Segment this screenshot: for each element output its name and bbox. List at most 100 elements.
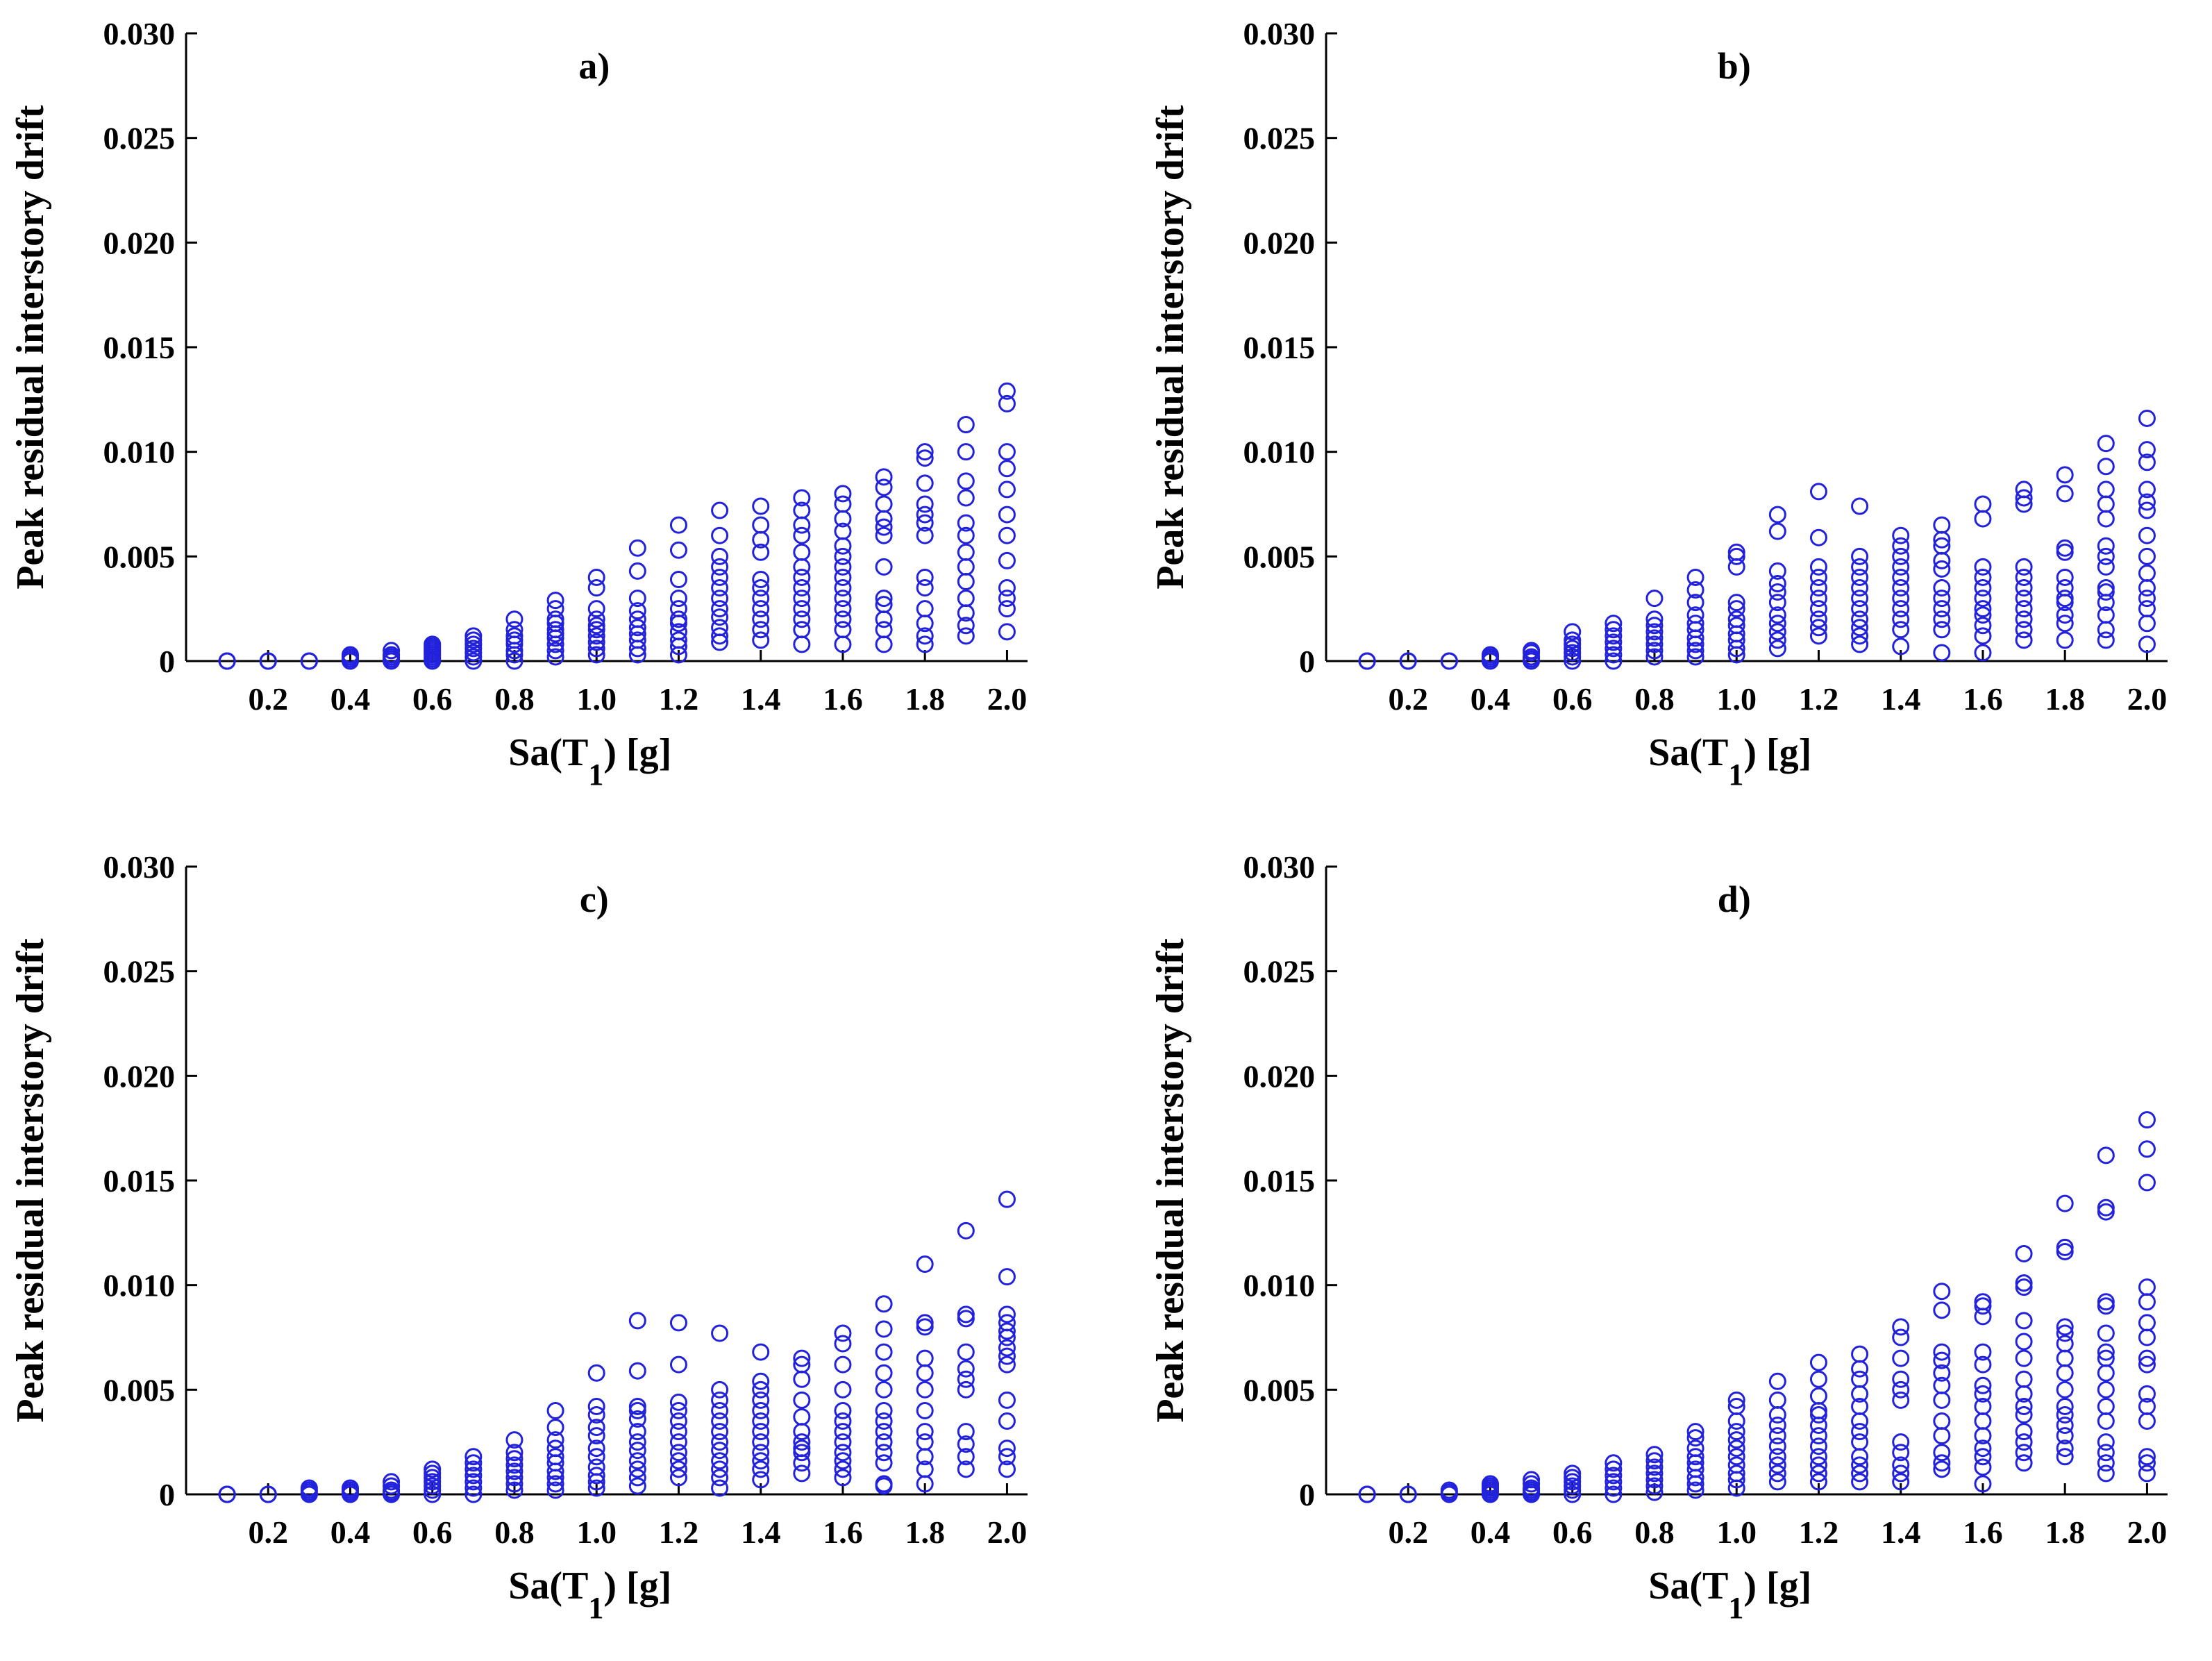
- x-tick-label: 0.6: [1552, 681, 1593, 717]
- data-point: [998, 382, 1016, 400]
- data-point: [1564, 1473, 1582, 1491]
- data-point: [1523, 1475, 1541, 1493]
- data-point: [2056, 568, 2074, 586]
- data-point: [669, 631, 687, 649]
- data-point: [1768, 583, 1786, 601]
- data-point: [1645, 648, 1664, 666]
- data-point: [2056, 615, 2074, 633]
- data-point: [2056, 631, 2074, 649]
- data-point: [2056, 1242, 2074, 1260]
- data-point: [1809, 1427, 1827, 1445]
- data-point: [2138, 501, 2156, 519]
- x-axis-label: Sa(T1) [g]: [508, 1564, 671, 1625]
- data-point: [546, 642, 564, 660]
- data-point: [2138, 1412, 2156, 1430]
- data-point: [1892, 1328, 1910, 1346]
- data-point: [2097, 1146, 2115, 1165]
- x-tick-label: 1.6: [823, 1514, 863, 1550]
- y-tick-label: 0.025: [103, 121, 176, 156]
- data-point: [1768, 615, 1786, 633]
- data-point: [1892, 1318, 1910, 1336]
- data-point: [711, 1423, 729, 1441]
- data-point: [669, 1314, 687, 1332]
- data-point: [1851, 590, 1869, 608]
- y-tick-label: 0.025: [1243, 954, 1316, 990]
- data-point: [587, 633, 605, 651]
- data-point: [587, 1439, 605, 1458]
- y-axis-label: Peak residual interstory drift: [1149, 105, 1192, 590]
- data-point: [546, 1419, 564, 1437]
- data-point: [383, 646, 401, 664]
- data-point: [2097, 579, 2115, 597]
- y-tick-label: 0.010: [1243, 1268, 1316, 1303]
- data-point: [1523, 1479, 1541, 1497]
- data-point: [669, 590, 687, 608]
- data-point: [1523, 648, 1541, 666]
- data-point: [1440, 1481, 1458, 1499]
- data-point: [916, 506, 934, 524]
- data-point: [752, 1412, 770, 1430]
- data-point: [875, 621, 893, 639]
- data-point: [2056, 1439, 2074, 1458]
- data-point: [2138, 1293, 2156, 1311]
- data-point: [957, 472, 975, 490]
- data-point: [2097, 435, 2115, 453]
- data-point: [628, 590, 646, 608]
- y-axis-label: Peak residual interstory drift: [9, 938, 52, 1423]
- data-point: [957, 617, 975, 635]
- data-point: [341, 646, 359, 664]
- data-point: [546, 1401, 564, 1419]
- data-point: [1564, 652, 1582, 670]
- data-point: [2097, 631, 2115, 649]
- data-point: [628, 1433, 646, 1451]
- data-point: [1809, 610, 1827, 628]
- x-tick-label: 1.8: [2045, 681, 2085, 717]
- data-point: [2056, 590, 2074, 608]
- data-point: [587, 1458, 605, 1476]
- data-point: [1604, 1454, 1623, 1472]
- data-point: [1768, 623, 1786, 641]
- data-point: [1851, 610, 1869, 628]
- data-point: [1768, 606, 1786, 624]
- data-point: [916, 1401, 934, 1419]
- data-point: [834, 1469, 852, 1487]
- data-point: [218, 652, 236, 670]
- data-point: [2056, 539, 2074, 557]
- data-point: [2138, 1454, 2156, 1472]
- data-point: [1727, 594, 1745, 612]
- data-point: [793, 1391, 811, 1409]
- data-point: [2138, 1397, 2156, 1415]
- data-point: [2015, 568, 2033, 586]
- data-point: [793, 1444, 811, 1462]
- data-point: [1974, 1376, 1992, 1394]
- data-point: [300, 1479, 318, 1497]
- data-point: [2138, 1448, 2156, 1466]
- data-point: [998, 481, 1016, 499]
- data-point: [793, 600, 811, 618]
- panel-label: d): [1718, 878, 1751, 920]
- data-point: [669, 1412, 687, 1430]
- data-point: [957, 1380, 975, 1399]
- data-point: [2056, 1380, 2074, 1399]
- data-point: [1645, 1477, 1664, 1495]
- data-point: [1933, 1343, 1951, 1361]
- data-point: [628, 1397, 646, 1415]
- data-point: [669, 623, 687, 641]
- x-tick-label: 1.6: [1963, 1514, 2003, 1550]
- data-point: [2015, 489, 2033, 507]
- x-tick-label: 1.6: [823, 681, 863, 717]
- data-point: [1564, 1464, 1582, 1483]
- data-point: [957, 1370, 975, 1388]
- data-point: [834, 600, 852, 618]
- data-point: [957, 627, 975, 645]
- data-point: [1933, 644, 1951, 662]
- data-point: [998, 1322, 1016, 1340]
- data-point: [2015, 1423, 2033, 1441]
- data-point: [2097, 1412, 2115, 1430]
- data-point: [1974, 1475, 1992, 1493]
- data-point: [957, 558, 975, 576]
- data-point: [424, 1477, 442, 1495]
- data-point: [711, 619, 729, 637]
- x-tick-label: 0.2: [1388, 1514, 1428, 1550]
- data-point: [998, 1314, 1016, 1332]
